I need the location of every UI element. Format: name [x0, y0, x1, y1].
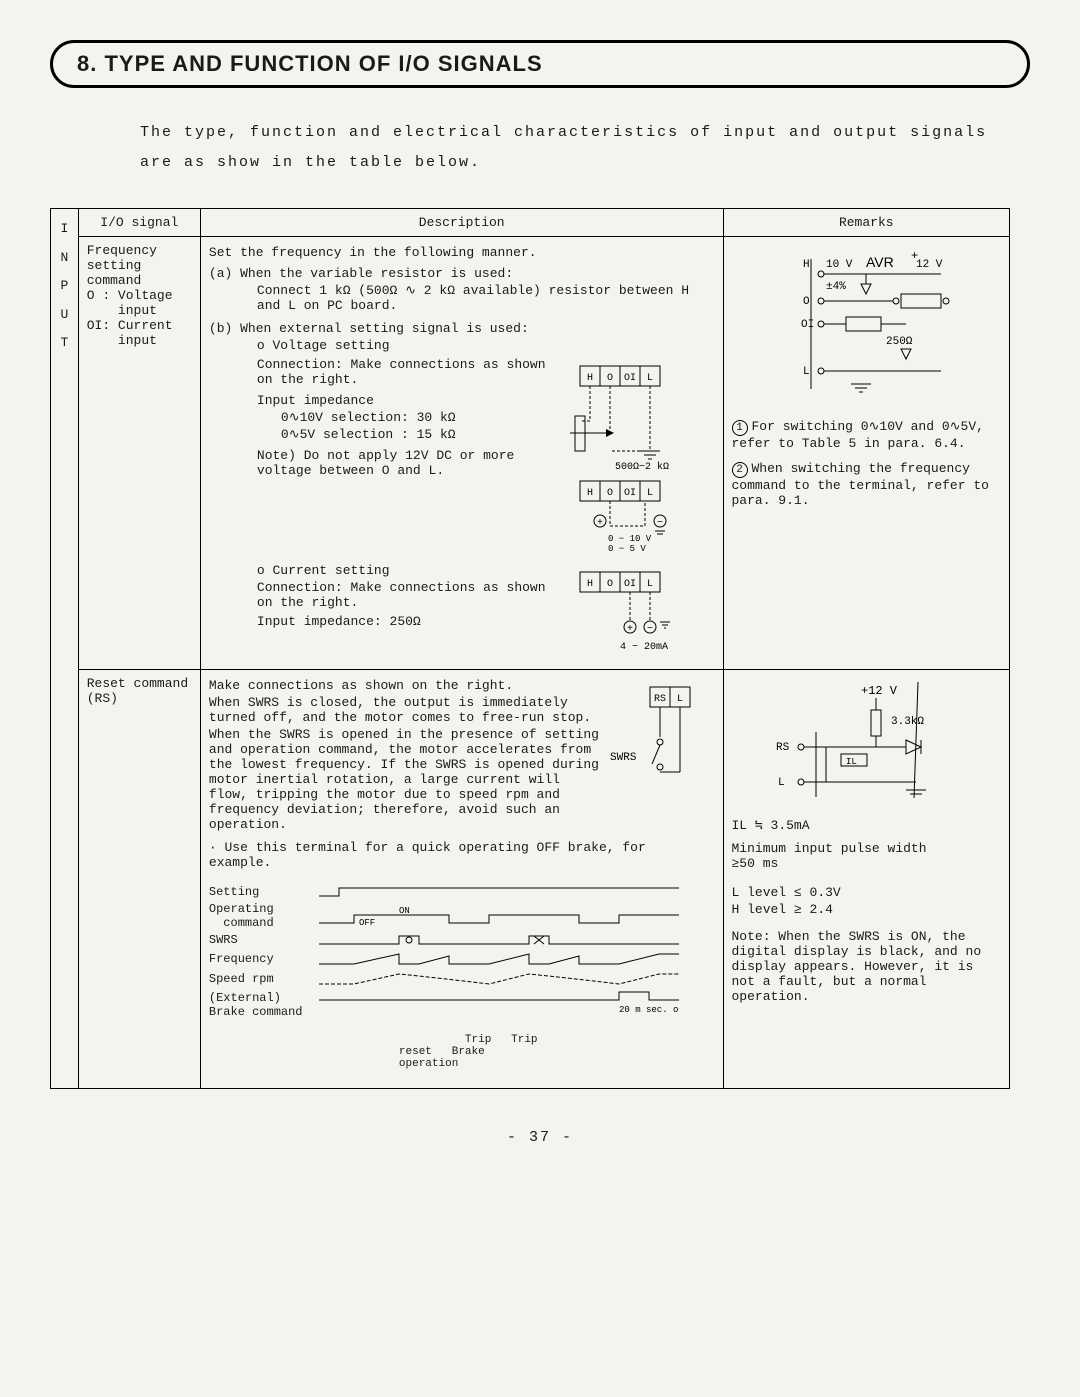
- svg-text:20 m sec. or more: 20 m sec. or more: [619, 1005, 679, 1015]
- svg-text:−: −: [647, 624, 653, 635]
- th-signal: I/O signal: [78, 209, 200, 237]
- reset-input-circuit: +12 V 3.3kΩ RS IL L: [766, 682, 966, 812]
- svg-text:AVR: AVR: [866, 254, 894, 270]
- svg-text:+: +: [597, 518, 603, 529]
- svg-text:+12 V: +12 V: [861, 684, 898, 698]
- svg-text:RS: RS: [776, 742, 790, 754]
- signal-cell: Frequency setting command O : Voltage in…: [78, 237, 200, 670]
- svg-text:L: L: [647, 373, 653, 384]
- svg-text:OI: OI: [624, 579, 636, 590]
- io-signals-table: I N P U T I/O signal Description Remarks…: [50, 208, 1010, 1089]
- th-desc: Description: [200, 209, 723, 237]
- desc-cell: Set the frequency in the following manne…: [200, 237, 723, 670]
- table-row: Reset command (RS) Make connections as s…: [51, 670, 1010, 1089]
- voltage-setting-schematic: H O OI L 500Ω−2 kΩ H O OI L + −: [570, 361, 710, 551]
- svg-text:O: O: [803, 296, 810, 308]
- svg-text:3.3kΩ: 3.3kΩ: [891, 716, 924, 728]
- remarks-cell: H 10 V AVR 12 V + ±4% O OI 2: [723, 237, 1010, 670]
- side-label: I N P U T: [51, 209, 79, 1089]
- svg-text:250Ω: 250Ω: [886, 336, 913, 348]
- svg-text:H: H: [803, 259, 810, 271]
- svg-text:+: +: [627, 624, 633, 635]
- svg-text:O: O: [607, 373, 613, 384]
- svg-text:H: H: [587, 488, 593, 499]
- svg-text:0 − 5 V: 0 − 5 V: [608, 544, 646, 551]
- th-remarks: Remarks: [723, 209, 1010, 237]
- section-title: 8. TYPE AND FUNCTION OF I/O SIGNALS: [50, 40, 1030, 88]
- svg-text:RS: RS: [654, 694, 666, 705]
- svg-text:10 V: 10 V: [826, 259, 853, 271]
- svg-text:OI: OI: [624, 373, 636, 384]
- reset-schematic: RS L SWRS: [610, 682, 710, 802]
- desc-cell: Make connections as shown on the right. …: [200, 670, 723, 1089]
- svg-text:L: L: [677, 694, 683, 705]
- svg-text:±4%: ±4%: [826, 281, 846, 293]
- svg-text:SWRS: SWRS: [610, 752, 637, 764]
- svg-text:H: H: [587, 373, 593, 384]
- svg-text:L: L: [647, 488, 653, 499]
- svg-text:+: +: [911, 249, 918, 263]
- svg-text:0 − 10 V: 0 − 10 V: [608, 534, 652, 544]
- svg-text:H: H: [587, 579, 593, 590]
- circled-1-icon: 1: [732, 420, 748, 436]
- intro-text: The type, function and electrical charac…: [140, 118, 1030, 178]
- svg-text:12 V: 12 V: [916, 259, 943, 271]
- svg-text:500Ω−2 kΩ: 500Ω−2 kΩ: [615, 461, 669, 473]
- svg-text:OI: OI: [624, 488, 636, 499]
- svg-text:L: L: [803, 366, 810, 378]
- timing-diagram: Setting Operating command ON OFF SWRS Fr…: [209, 884, 715, 1082]
- avr-schematic: H 10 V AVR 12 V + ±4% O OI 2: [751, 249, 981, 409]
- current-setting-schematic: H O OI L + − 4 − 20mA: [570, 567, 710, 657]
- page-number: - 37 -: [50, 1129, 1030, 1146]
- svg-text:L: L: [778, 777, 785, 789]
- svg-text:IL: IL: [846, 757, 857, 767]
- svg-text:O: O: [607, 579, 613, 590]
- svg-text:−: −: [657, 518, 663, 529]
- circled-2-icon: 2: [732, 462, 748, 478]
- table-row: Frequency setting command O : Voltage in…: [51, 237, 1010, 670]
- svg-text:L: L: [647, 579, 653, 590]
- svg-text:OI: OI: [801, 319, 814, 331]
- remarks-cell: +12 V 3.3kΩ RS IL L IL ≒ 3.5mA M: [723, 670, 1010, 1089]
- signal-cell: Reset command (RS): [78, 670, 200, 1089]
- svg-text:4 − 20mA: 4 − 20mA: [620, 642, 668, 653]
- svg-text:OFF: OFF: [359, 918, 375, 927]
- svg-text:O: O: [607, 488, 613, 499]
